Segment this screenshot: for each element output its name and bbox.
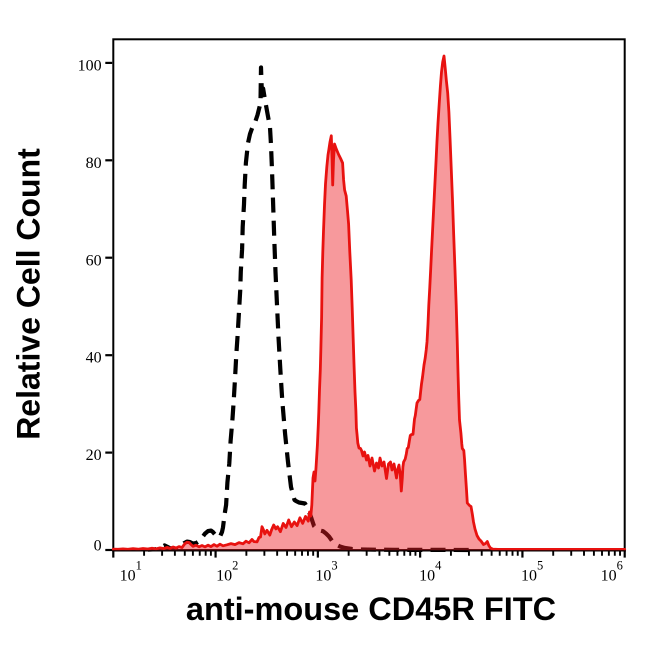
svg-text:0: 0 [94,537,102,554]
svg-text:100: 100 [78,58,102,75]
svg-text:Relative Cell Count: Relative Cell Count [10,148,46,440]
svg-text:40: 40 [86,350,102,367]
svg-text:20: 20 [86,447,102,464]
svg-text:60: 60 [86,252,102,269]
svg-text:anti-mouse CD45R FITC: anti-mouse CD45R FITC [186,591,556,627]
svg-text:80: 80 [86,155,102,172]
